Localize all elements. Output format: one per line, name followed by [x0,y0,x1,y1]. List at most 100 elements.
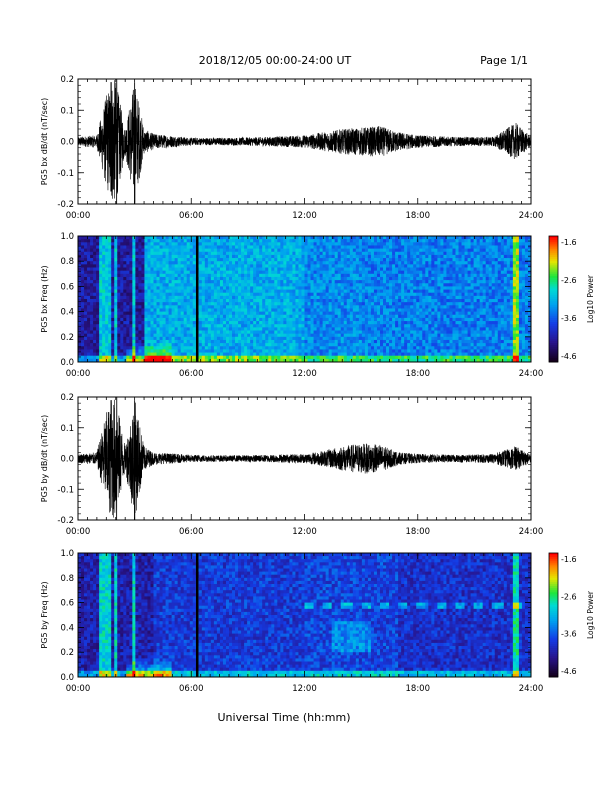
heat-cell [364,321,369,325]
heat-cell [168,324,173,328]
heat-cell [274,327,278,331]
heat-cell [389,321,393,325]
heat-cell [180,317,185,322]
heat-cell [120,299,124,303]
heat-cell [180,346,185,350]
heat-cell [404,270,408,275]
heat-cell [229,264,233,268]
heat-cell [102,292,106,297]
heat-cell [389,242,393,246]
heat-cell [253,327,257,331]
heat-cell [126,346,130,350]
heat-cell [90,308,94,312]
heat-cell [364,308,369,312]
heat-cell [150,333,154,338]
heat-cell [84,254,88,259]
heat-cell [144,273,148,278]
heat-cell [389,239,393,243]
heat-cell [229,280,233,284]
heat-cell [84,311,88,316]
heat-cell [201,254,206,259]
heat-cell [84,295,88,300]
heat-cell [93,333,97,338]
heat-cell [198,276,203,281]
heat-cell [325,267,330,272]
heat-cell [398,254,402,259]
heat-cell [156,273,160,278]
heat-cell [325,270,330,275]
heat-cell [410,358,414,363]
heat-cell [343,283,348,287]
heat-cell [174,355,179,360]
heat-cell [135,248,139,253]
heat-cell [428,292,432,297]
heat-cell [141,355,145,360]
heat-cell [198,280,203,284]
heat-cell [331,261,336,265]
heat-cell [238,358,242,363]
heat-cell [373,264,378,268]
heat-cell [286,258,290,262]
heat-cell [322,283,327,287]
heat-cell [268,289,272,294]
heat-cell [210,311,215,316]
heat-cell [256,311,260,316]
heat-cell [337,327,342,331]
heat-cell [355,343,360,347]
heat-cell [141,349,145,353]
heat-cell [198,248,203,253]
heat-cell [298,276,302,281]
heat-cell [358,317,363,322]
heat-cell [413,314,417,319]
heat-cell [87,276,91,281]
heat-cell [364,258,369,262]
heat-cell [449,264,453,268]
heat-cell [219,242,224,246]
heat-cell [250,261,254,265]
heat-cell [183,302,188,306]
heat-cell [413,254,417,259]
heat-cell [407,346,411,350]
heat-cell [337,289,342,294]
heat-cell [247,349,251,353]
heat-cell [352,264,357,268]
heat-cell [183,261,188,265]
heat-cell [313,358,317,363]
heat-cell [216,343,221,347]
heat-cell [274,305,278,309]
heat-cell [428,261,432,265]
heat-cell [395,292,399,297]
heat-cell [156,355,160,360]
heat-cell [81,273,85,278]
heat-cell [437,267,441,272]
heat-cell [153,292,157,297]
heat-cell [222,314,227,319]
heat-cell [355,280,360,284]
heat-cell [141,346,145,350]
heat-cell [198,258,203,262]
heat-cell [280,270,284,275]
heat-cell [238,270,242,275]
heat-cell [120,333,124,338]
heat-cell [141,267,145,272]
heat-cell [135,299,139,303]
heat-cell [96,352,100,357]
heat-cell [87,317,91,322]
heat-cell [286,317,290,322]
heat-cell [159,273,163,278]
heat-cell [135,317,139,322]
heat-cell [235,261,239,265]
heat-cell [129,264,133,268]
heat-cell [364,251,369,256]
heat-cell [434,245,438,249]
heat-cell [389,286,393,290]
heat-cell [277,286,281,290]
heat-cell [286,286,290,290]
heat-cell [93,339,97,344]
heat-cell [316,321,320,325]
heat-cell [123,267,127,272]
heat-cell [84,264,88,268]
heat-cell [183,254,188,259]
heat-cell [407,280,411,284]
heat-cell [280,242,284,246]
